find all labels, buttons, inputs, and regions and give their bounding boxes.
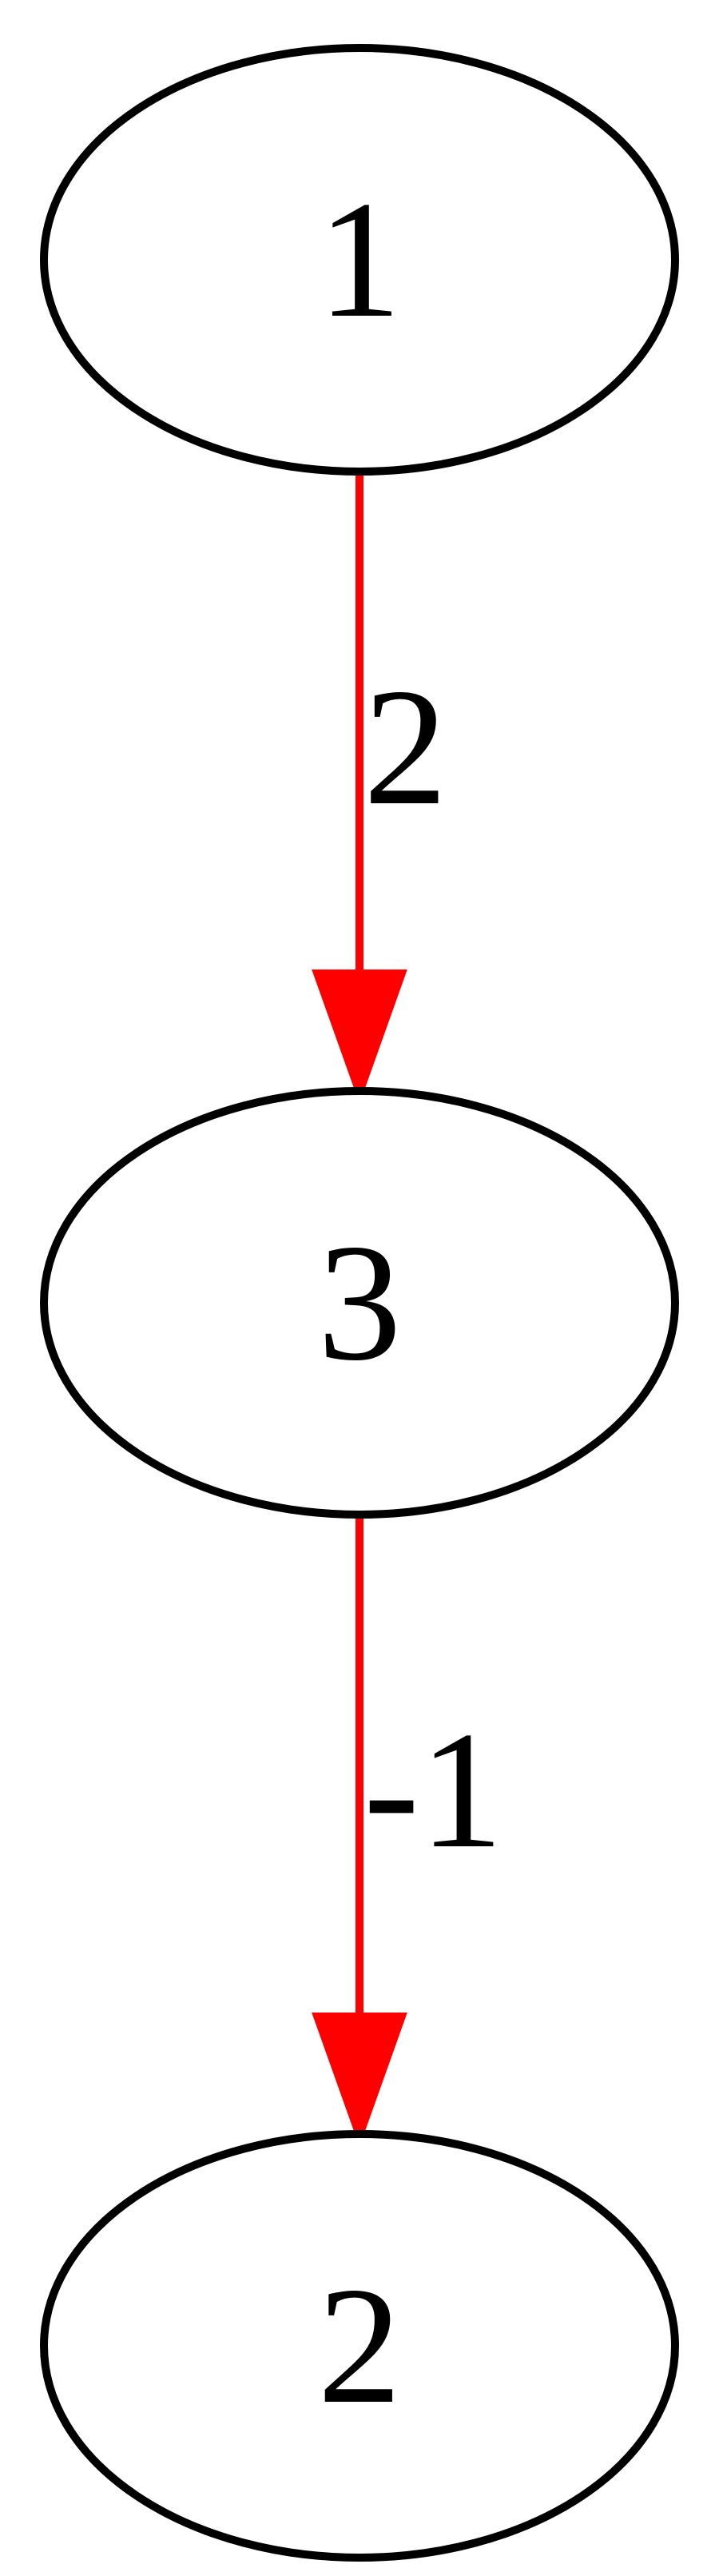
node-2-ellipse [40, 2130, 679, 2562]
node-1-label: 1 [318, 167, 402, 352]
edge-3-to-2: -1 [312, 1515, 503, 2147]
edge-3-to-2-label: -1 [363, 1698, 503, 1883]
node-1: 1 [40, 44, 679, 476]
edge-1-to-3: 2 [312, 472, 447, 1104]
node-3: 3 [40, 1087, 679, 1519]
node-2: 2 [40, 2130, 679, 2562]
edge-3-to-2-arrowhead [312, 2013, 407, 2147]
edge-1-to-3-label: 2 [363, 655, 447, 840]
node-3-ellipse [40, 1087, 679, 1519]
node-2-label: 2 [318, 2253, 402, 2439]
node-1-ellipse [40, 44, 679, 476]
node-3-label: 3 [318, 1210, 402, 1395]
edge-1-to-3-arrowhead [312, 969, 407, 1104]
